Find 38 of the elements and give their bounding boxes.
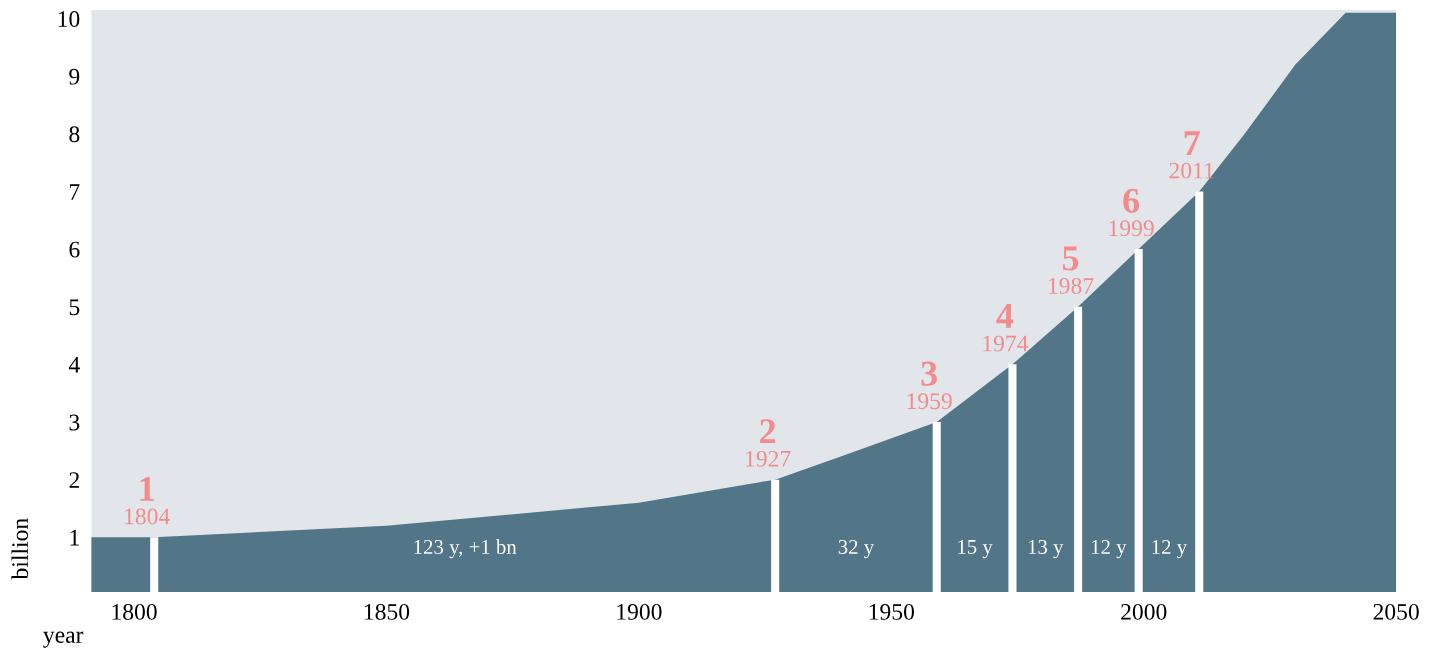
x-tick-label: 1900	[617, 603, 662, 620]
y-tick-label: 1	[70, 529, 79, 546]
data-label: 5	[1062, 246, 1079, 271]
data-label: 3	[921, 361, 937, 386]
annotation: 1987	[1048, 277, 1094, 294]
x-tick-label: 2050	[1373, 603, 1419, 620]
data-label: 4	[996, 304, 1014, 328]
y-tick-label: 3	[69, 414, 80, 431]
y-tick-label: 8	[69, 126, 80, 143]
data-label: 7	[1184, 131, 1200, 155]
annotation: 1999	[1109, 220, 1154, 237]
annotation: 15 y	[958, 539, 993, 559]
data-label: 1	[140, 476, 154, 501]
annotation: 123 y, +1 bn	[414, 539, 517, 559]
x-tick-label: 2000	[1121, 603, 1167, 620]
annotation: 2011	[1169, 162, 1214, 179]
annotation: 13 y	[1028, 539, 1064, 559]
annotation: 32 y	[838, 539, 875, 559]
data-label: 2	[760, 419, 776, 444]
annotation: 1804	[125, 508, 170, 525]
data-label: 6	[1123, 188, 1140, 213]
y-tick-label: 4	[68, 357, 80, 373]
x-tick-label: 1850	[364, 603, 410, 620]
annotation: 1959	[907, 393, 952, 410]
y-tick-label: 9	[69, 68, 80, 85]
y-tick-label: 5	[69, 299, 80, 316]
x-tick-label: 1950	[869, 603, 914, 620]
x-tick-label: 1800	[112, 603, 157, 620]
y-axis-title: billion	[11, 518, 29, 580]
annotation: 12 y	[1152, 539, 1188, 559]
y-tick-label: 10	[58, 11, 80, 27]
y-tick-label: 2	[69, 472, 79, 488]
annotation: 12 y	[1091, 539, 1127, 559]
annotation: 1974	[983, 335, 1029, 352]
y-tick-label: 7	[70, 184, 80, 200]
y-tick-label: 6	[69, 241, 80, 258]
x-axis-title: year	[43, 631, 84, 648]
annotation: 1927	[746, 450, 791, 467]
